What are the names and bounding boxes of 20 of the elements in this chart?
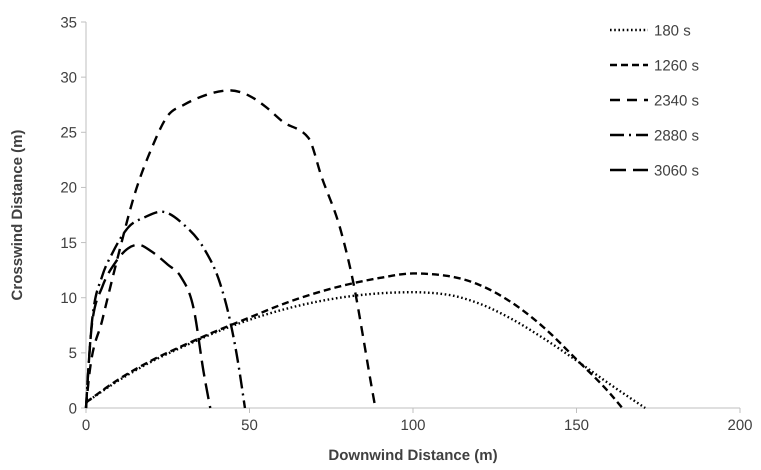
y-tick-label: 10 [60,290,77,307]
legend-label: 2880 s [654,127,700,144]
y-tick-label: 5 [68,345,77,362]
legend-label: 180 s [654,22,691,40]
x-tick-label: 100 [400,417,426,434]
legend-label: 1260 s [654,57,700,74]
y-tick-label: 25 [60,124,77,142]
y-tick-label: 35 [60,14,77,32]
legend-label: 3060 s [654,162,700,180]
legend-label: 2340 s [654,92,700,110]
y-tick-label: 15 [60,234,77,252]
y-tick-label: 0 [68,400,77,418]
x-axis-title: Downwind Distance (m) [328,447,498,464]
y-tick-label: 30 [60,69,77,86]
x-tick-label: 0 [82,417,90,434]
y-tick-label: 20 [60,180,77,197]
x-tick-label: 150 [564,417,590,434]
x-tick-label: 200 [727,417,753,434]
y-axis-title: Crosswind Distance (m) [9,130,26,300]
x-tick-label: 50 [241,417,258,434]
